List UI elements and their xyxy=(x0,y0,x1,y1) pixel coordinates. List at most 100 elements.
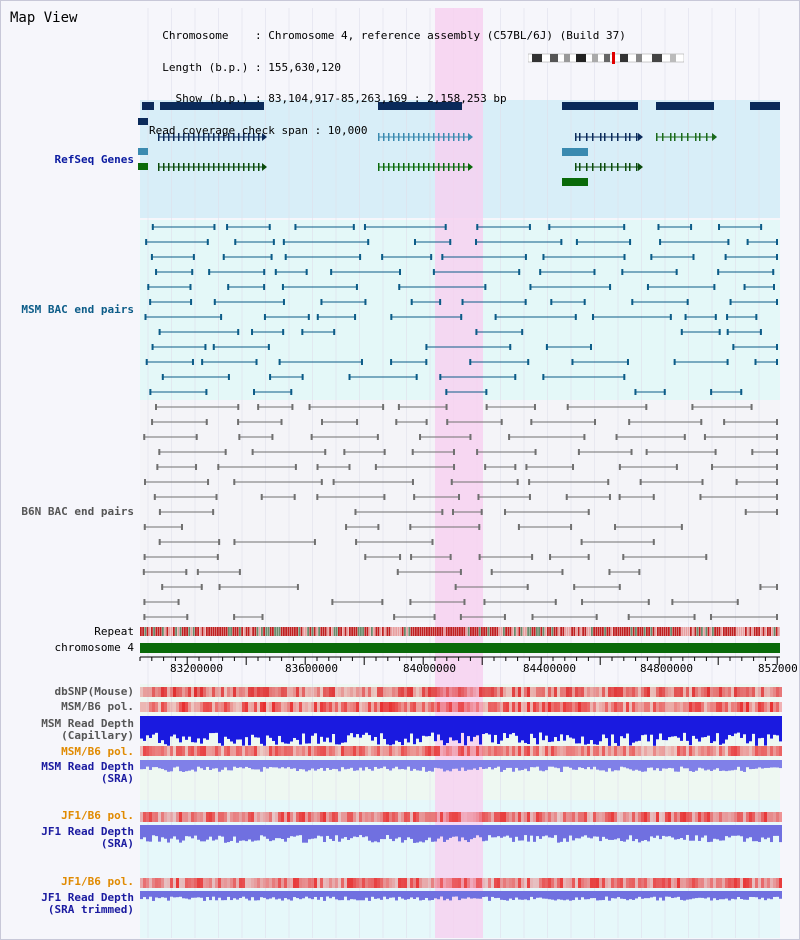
depth-bar-msm-cap xyxy=(338,716,341,745)
depth-bar-msm-cap xyxy=(359,716,362,738)
heat-strip-jf1-pol xyxy=(551,812,554,822)
track-label-refseq[interactable]: RefSeq Genes xyxy=(54,153,134,166)
depth-bar-jf1-trim xyxy=(341,891,344,901)
depth-bar-jf1-sra xyxy=(260,825,263,836)
depth-bar-msm-sra xyxy=(146,760,149,767)
heat-strip-msm-pol-2 xyxy=(671,746,674,756)
heat-strip-dbsnp xyxy=(485,687,488,697)
depth-bar-jf1-trim xyxy=(740,891,743,899)
exon-mark xyxy=(629,133,631,141)
depth-bar-jf1-trim xyxy=(674,891,677,898)
heat-strip-msm-pol-2 xyxy=(455,746,458,756)
exon-mark xyxy=(393,133,395,141)
repeat-mark xyxy=(470,627,472,636)
heat-strip-jf1-pol xyxy=(227,812,230,822)
chromosome-ideogram[interactable] xyxy=(528,52,684,64)
repeat-mark xyxy=(236,627,239,636)
heat-strip-jf1-pol xyxy=(533,812,536,822)
msm-bac-pair-end xyxy=(263,284,266,290)
heat-strip-jf1-pol xyxy=(356,812,359,822)
heat-strip-jf1-pol xyxy=(296,812,299,822)
repeat-mark xyxy=(709,627,712,636)
track-label-b6n-bac[interactable]: B6N BAC end pairs xyxy=(21,505,134,518)
repeat-mark xyxy=(547,627,549,636)
depth-bar-msm-sra xyxy=(539,760,542,771)
depth-bar-msm-cap xyxy=(281,716,284,743)
heat-strip-msm-pol-2 xyxy=(149,746,152,756)
msm-bac-pair-end xyxy=(726,329,729,335)
depth-bar-jf1-trim xyxy=(188,891,191,900)
heat-strip-dbsnp xyxy=(635,687,638,697)
depth-bar-msm-sra xyxy=(620,760,623,767)
repeat-mark xyxy=(692,627,694,636)
depth-bar-msm-cap xyxy=(152,716,155,735)
depth-bar-jf1-trim xyxy=(527,891,530,901)
b6n-bac-pair-end xyxy=(680,524,683,530)
heat-strip-dbsnp xyxy=(299,687,302,697)
depth-bar-msm-cap xyxy=(737,716,740,733)
heat-strip-jf1-pol xyxy=(290,812,293,822)
exon-mark xyxy=(453,133,455,141)
track-label-msm-bac[interactable]: MSM BAC end pairs xyxy=(21,303,134,316)
heat-strip-jf1-pol-2 xyxy=(698,878,701,888)
msm-bac-pair-end xyxy=(263,269,266,275)
repeat-mark xyxy=(635,627,637,636)
depth-bar-jf1-sra xyxy=(395,825,398,839)
heat-strip-jf1-pol xyxy=(398,812,401,822)
depth-bar-msm-cap xyxy=(365,716,368,733)
heat-strip-msm-pol-2 xyxy=(359,746,362,756)
heat-strip-jf1-pol-2 xyxy=(404,878,407,888)
depth-bar-msm-sra xyxy=(332,760,335,769)
heat-strip-jf1-pol xyxy=(335,812,338,822)
depth-bar-msm-sra xyxy=(560,760,563,772)
depth-bar-msm-sra xyxy=(770,760,773,768)
heat-strip-jf1-pol-2 xyxy=(617,878,620,888)
heat-strip-dbsnp xyxy=(197,687,200,697)
heat-strip-jf1-pol-2 xyxy=(509,878,512,888)
depth-bar-jf1-sra xyxy=(566,825,569,842)
heat-strip-jf1-pol xyxy=(197,812,200,822)
depth-bar-msm-cap xyxy=(752,716,755,734)
heat-strip-dbsnp xyxy=(776,687,779,697)
depth-bar-msm-cap xyxy=(695,716,698,739)
axis-tick-label: 84800000 xyxy=(640,662,693,675)
heat-strip-msm-pol-2 xyxy=(296,746,299,756)
depth-bar-jf1-sra xyxy=(500,825,503,838)
heat-strip-msm-pol-2 xyxy=(650,746,653,756)
depth-bar-jf1-trim xyxy=(608,891,611,901)
repeat-mark xyxy=(252,627,254,636)
heat-strip-msm-pol-2 xyxy=(176,746,179,756)
exon-mark xyxy=(433,133,435,141)
heat-strip-jf1-pol xyxy=(407,812,410,822)
depth-bar-jf1-sra xyxy=(329,825,332,839)
depth-bar-msm-sra xyxy=(161,760,164,769)
heat-strip-jf1-pol-2 xyxy=(563,878,566,888)
depth-bar-jf1-trim xyxy=(338,891,341,901)
exon-mark xyxy=(617,133,619,141)
repeat-mark xyxy=(239,627,241,636)
heat-strip-msm-pol-2 xyxy=(386,746,389,756)
heat-strip-dbsnp xyxy=(737,687,740,697)
depth-bar-jf1-trim xyxy=(386,891,389,900)
heat-strip-jf1-pol xyxy=(473,812,476,822)
heat-strip-jf1-pol-2 xyxy=(602,878,605,888)
depth-bar-msm-sra xyxy=(326,760,329,768)
heat-strip-jf1-pol xyxy=(710,812,713,822)
b6n-bac-pair-end xyxy=(431,539,434,545)
heat-strip-dbsnp xyxy=(626,687,629,697)
gene-arrow xyxy=(712,133,717,141)
repeat-mark xyxy=(760,627,763,636)
heat-strip-jf1-pol xyxy=(557,812,560,822)
heat-strip-jf1-pol-2 xyxy=(605,878,608,888)
depth-bar-msm-cap xyxy=(533,716,536,739)
heat-strip-msm-pol xyxy=(374,702,377,712)
depth-bar-msm-cap xyxy=(689,716,692,746)
depth-bar-msm-sra xyxy=(581,760,584,768)
depth-bar-msm-cap xyxy=(491,716,494,743)
b6n-bac-pair-end xyxy=(200,584,203,590)
msm-bac-pair-end xyxy=(367,239,370,245)
heat-strip-jf1-pol-2 xyxy=(398,878,401,888)
heat-strip-jf1-pol-2 xyxy=(251,878,254,888)
depth-bar-jf1-sra xyxy=(683,825,686,840)
